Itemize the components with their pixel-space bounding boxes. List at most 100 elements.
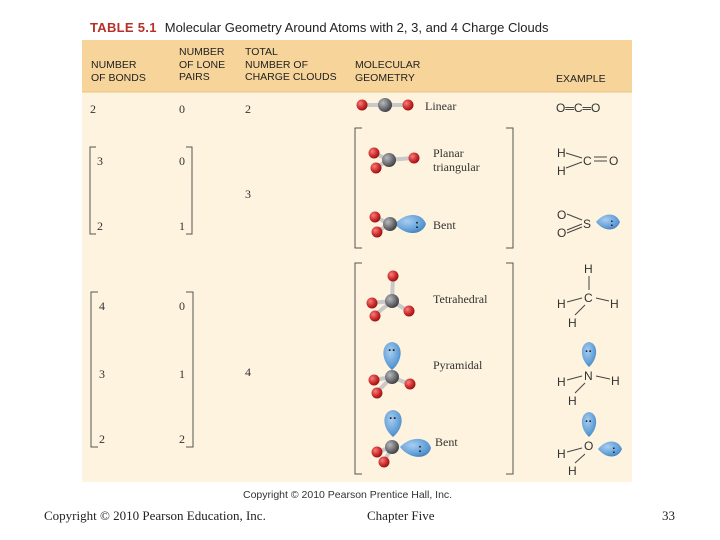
example-nh3-h-right: H — [611, 374, 620, 388]
header-clouds-line3: CHARGE CLOUDS — [245, 71, 337, 83]
example-so2-o1: O — [557, 208, 567, 222]
example-nh3-h-left: H — [557, 375, 566, 389]
example-h2o-lobe-right — [598, 441, 622, 457]
example-ch4-h-left: H — [557, 297, 566, 311]
header-bonds-line2: OF BONDS — [91, 71, 146, 84]
bracket-bonds-3-left — [89, 146, 96, 235]
svg-text::: : — [418, 441, 422, 455]
clouds-four: 4 — [245, 365, 251, 379]
row5-bonds: 3 — [99, 367, 105, 381]
molecule-tetrahedral — [366, 270, 415, 322]
example-h2o-h-bottom: H — [568, 464, 577, 478]
example-nh3-h-bottom: H — [568, 394, 577, 408]
table-header-band — [82, 40, 632, 92]
lone-pair-lobe — [395, 215, 426, 233]
example-ch4-h-top: H — [584, 262, 593, 276]
example-h2co-c: C — [583, 154, 592, 168]
bracket-lone-4-right — [186, 291, 194, 448]
header-lone-line1: NUMBER — [179, 46, 225, 58]
row6-bonds: 2 — [99, 432, 105, 446]
header-clouds-line1: TOTAL — [245, 46, 278, 58]
svg-text:··: ·· — [388, 343, 396, 357]
atom-gray — [378, 98, 392, 112]
svg-text::: : — [610, 217, 614, 229]
geometry-linear: Linear — [425, 99, 457, 113]
row2-bonds: 3 — [97, 154, 103, 168]
header-bonds: NUMBER OF BONDS — [91, 59, 146, 84]
atom-red — [356, 99, 368, 111]
bracket-geometry-4-left — [354, 262, 362, 475]
bracket-geometry-3-right — [506, 127, 514, 249]
header-geometry-line1: MOLECULAR — [355, 59, 421, 71]
example-ch4-h-right: H — [610, 297, 619, 311]
svg-text:··: ·· — [585, 416, 592, 428]
geometry-pyramidal: Pyramidal — [433, 358, 483, 372]
header-bonds-line1: NUMBER — [91, 59, 137, 71]
row3-lone-pairs: 1 — [179, 219, 185, 233]
example-h2co-h1: H — [557, 146, 566, 160]
footer-chapter: Chapter Five — [367, 508, 435, 523]
example-h2o-h-left: H — [557, 447, 566, 461]
svg-text:··: ·· — [389, 411, 397, 425]
example-so2-s: S — [583, 217, 592, 231]
row3-bonds: 2 — [97, 219, 103, 233]
example-so2-lobe — [596, 214, 620, 230]
row1-bonds: 2 — [90, 102, 96, 116]
clouds-three: 3 — [245, 187, 251, 201]
header-lone-line2: OF LONE — [179, 58, 226, 71]
example-nh3-lobe — [581, 342, 597, 367]
bracket-bonds-4-left — [90, 291, 98, 448]
table-title: TABLE 5.1 Molecular Geometry Around Atoms… — [90, 20, 548, 35]
example-so2-o2: O — [557, 226, 567, 240]
bracket-lone-3-right — [186, 146, 193, 235]
example-ch4-h-bottom: H — [568, 316, 577, 330]
table-panel — [82, 40, 632, 482]
molecule-pyramidal: ·· — [368, 342, 416, 399]
bracket-geometry-3-left — [354, 127, 362, 249]
example-h2o-lobe-top — [581, 412, 597, 437]
molecule-bent-3: : — [369, 211, 426, 238]
example-ch4-c: C — [584, 291, 593, 305]
example-h2co-h2: H — [557, 164, 566, 178]
header-geometry-line2: GEOMETRY — [355, 71, 415, 84]
geometry-tetrahedral: Tetrahedral — [433, 292, 488, 306]
row6-lone-pairs: 2 — [179, 432, 185, 446]
bracket-geometry-4-right — [506, 262, 514, 475]
geometry-planar-line1: Planar — [433, 146, 464, 160]
header-clouds: TOTAL NUMBER OF CHARGE CLOUDS — [245, 46, 337, 84]
row4-lone-pairs: 0 — [179, 299, 185, 313]
clouds-two: 2 — [245, 102, 251, 116]
header-geometry: MOLECULAR GEOMETRY — [355, 59, 420, 84]
header-lone-pairs: NUMBER OF LONE PAIRS — [179, 46, 225, 84]
svg-text::: : — [612, 444, 616, 456]
image-copyright: Copyright © 2010 Pearson Prentice Hall, … — [243, 489, 453, 501]
geometry-planar-triangular: Planar triangular — [433, 146, 480, 174]
lone-pair-lobe — [384, 410, 402, 437]
example-nh3-n: N — [584, 369, 593, 383]
brackets-3-cloud — [89, 127, 514, 249]
header-example-line1: EXAMPLE — [556, 73, 606, 85]
header-clouds-line2: NUMBER OF — [245, 58, 308, 71]
geometry-bent-3: Bent — [433, 218, 456, 232]
row2-lone-pairs: 0 — [179, 154, 185, 168]
example-h2o-o: O — [584, 439, 594, 453]
row4-bonds: 4 — [99, 299, 105, 313]
footer-copyright: Copyright © 2010 Pearson Education, Inc. — [44, 508, 266, 523]
table-caption: Molecular Geometry Around Atoms with 2, … — [164, 20, 549, 35]
example-co2: O═C═O — [556, 101, 601, 115]
header-lone-line3: PAIRS — [179, 71, 210, 83]
molecule-bent-4: ·· : — [371, 410, 431, 468]
svg-text:··: ·· — [585, 346, 592, 358]
atom-red — [402, 99, 414, 111]
molecule-planar-triangular — [368, 147, 420, 174]
table-number: TABLE 5.1 — [90, 20, 157, 35]
row1-lone-pairs: 0 — [179, 102, 185, 116]
svg-text::: : — [415, 217, 419, 231]
example-h2co-o: O — [609, 154, 619, 168]
geometry-bent-4: Bent — [435, 435, 458, 449]
header-example: EXAMPLE — [556, 73, 606, 86]
example-bonds — [565, 152, 611, 464]
row5-lone-pairs: 1 — [179, 367, 185, 381]
lone-pair-lobe — [400, 438, 431, 457]
brackets-4-cloud — [90, 262, 514, 475]
